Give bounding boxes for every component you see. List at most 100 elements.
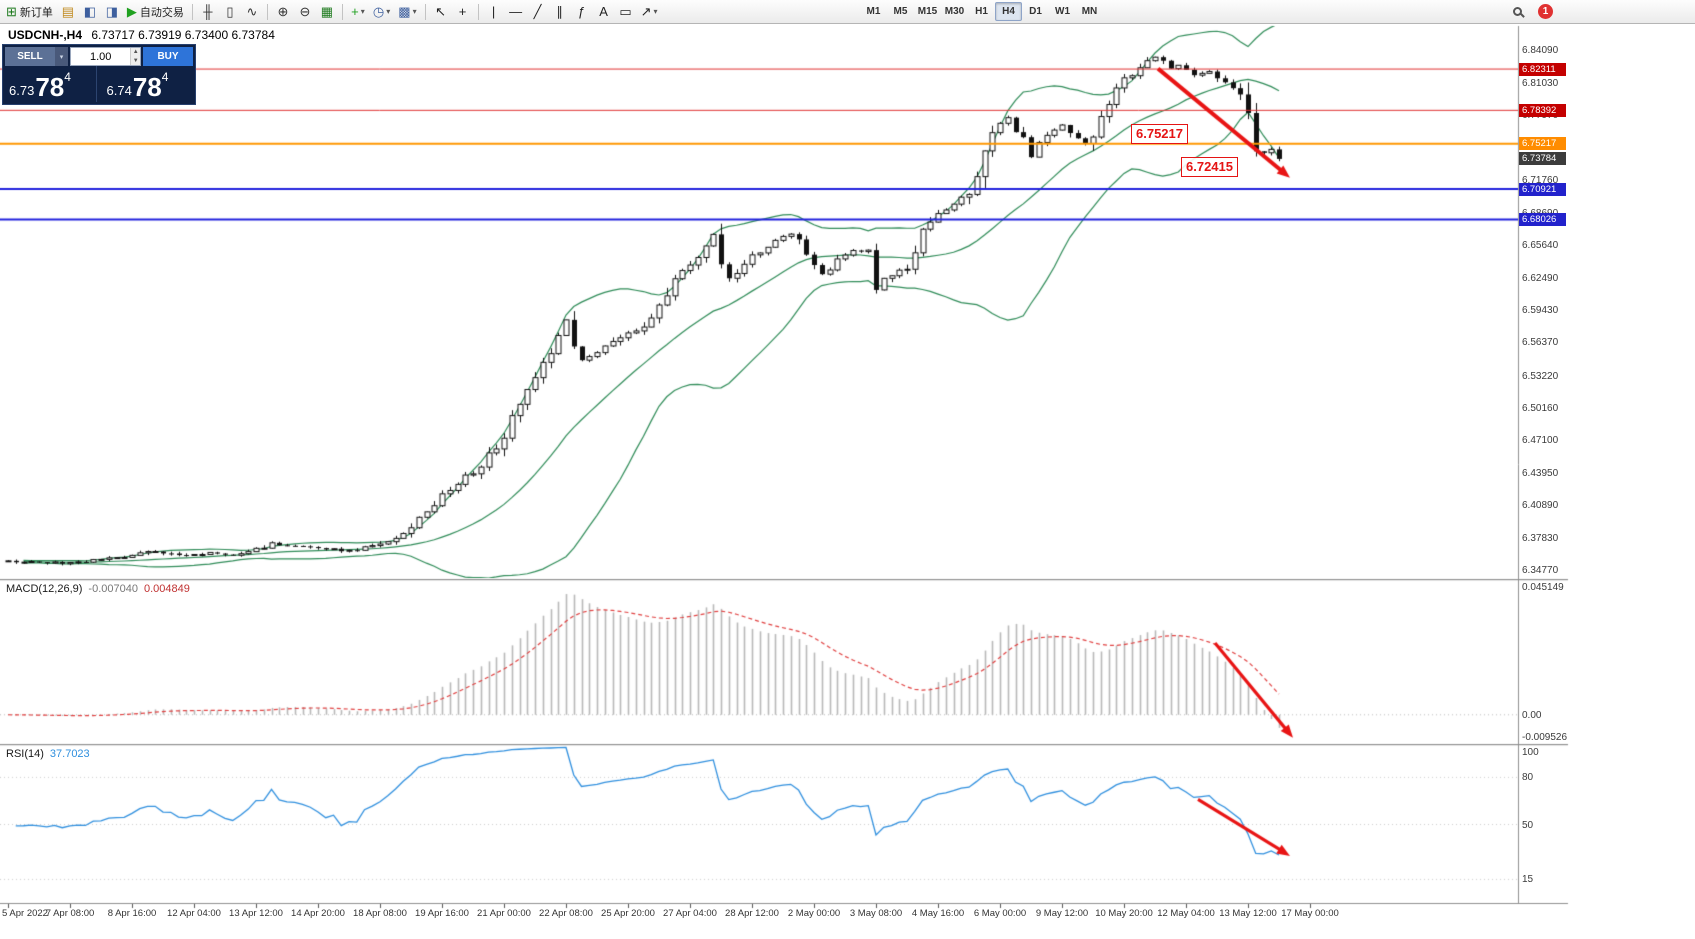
autotrading-button[interactable]: ▶ 自动交易: [123, 2, 188, 22]
price-axis-label: 6.84090: [1522, 45, 1559, 57]
timeframe-h4-button[interactable]: H4: [995, 2, 1022, 21]
macd-axis-label: 0.045149: [1522, 582, 1564, 593]
fibonacci-tool-icon: ƒ: [577, 4, 586, 19]
notification-badge[interactable]: 1: [1538, 4, 1553, 19]
price-axis-label: 6.50160: [1522, 402, 1559, 414]
price-axis-label: 6.56370: [1522, 337, 1559, 349]
price-axis-label: 6.34770: [1522, 564, 1559, 576]
horizontal-line-tool-icon: —: [509, 4, 523, 19]
period-selector-icon: ◷: [372, 4, 385, 19]
volume-up-icon[interactable]: ▲: [131, 48, 140, 57]
autotrading-icon: ▶: [126, 4, 137, 19]
time-axis-label: 13 Apr 12:00: [229, 908, 283, 919]
label-tool-icon: ▭: [619, 4, 632, 19]
buy-price-prefix: 6.74: [106, 83, 132, 98]
sell-price[interactable]: 6.73 78 4: [5, 66, 96, 102]
volume-down-icon[interactable]: ▼: [131, 56, 140, 65]
arrows-tool-button[interactable]: ↗ ▾: [637, 2, 662, 22]
label-tool-button[interactable]: ▭: [615, 2, 637, 22]
volume-input[interactable]: [71, 48, 131, 65]
zoom-in-button[interactable]: ⊕: [272, 2, 294, 22]
rsi-indicator-label: RSI(14) 37.7023: [6, 748, 90, 760]
price-annotation-box-1[interactable]: 6.75217: [1131, 123, 1188, 144]
sell-price-sup: 4: [64, 70, 71, 84]
sell-price-main: 78: [35, 72, 65, 102]
market-watch-button[interactable]: ▤: [57, 2, 79, 22]
template-selector-icon: ▩: [398, 4, 411, 19]
crosshair-tool-icon: +: [458, 4, 467, 19]
new-order-button[interactable]: ⊞ 新订单: [2, 2, 57, 22]
trendline-tool-button[interactable]: ╱: [527, 2, 549, 22]
fibonacci-tool-button[interactable]: ƒ: [571, 2, 593, 22]
price-axis-badge: 6.78392: [1519, 103, 1566, 117]
price-annotation-box-2[interactable]: 6.72415: [1181, 157, 1238, 178]
line-chart-button[interactable]: ∿: [241, 2, 263, 22]
navigator-button[interactable]: ◨: [101, 2, 123, 22]
horizontal-line-tool-button[interactable]: —: [505, 2, 527, 22]
template-selector-button[interactable]: ▩ ▾: [394, 2, 420, 22]
buy-price[interactable]: 6.74 78 4: [95, 66, 194, 102]
timeframe-m5-button[interactable]: M5: [893, 6, 908, 17]
period-selector-button[interactable]: ◷ ▾: [369, 2, 394, 22]
price-axis-badge: 6.68026: [1519, 213, 1566, 227]
timeframe-group: M1 M5 M15 M30 H1 H4 D1 W1 MN: [860, 0, 1103, 23]
price-axis-badge: 6.70921: [1519, 182, 1566, 196]
timeframe-w1-button[interactable]: W1: [1055, 6, 1070, 17]
candlestick-chart-icon: ▯: [226, 4, 234, 19]
macd-axis-label: -0.009526: [1522, 732, 1568, 743]
volume-stepper[interactable]: ▲ ▼: [130, 48, 140, 65]
rsi-value: 37.7023: [49, 748, 90, 760]
ohlc-values: 6.73717 6.73919 6.73400 6.73784: [91, 28, 275, 42]
rsi-name: RSI(14): [6, 748, 44, 760]
data-window-button[interactable]: ◧: [79, 2, 101, 22]
crosshair-tool-button[interactable]: +: [452, 2, 474, 22]
trendline-tool-icon: ╱: [533, 4, 542, 19]
price-axis-label: 6.71760: [1522, 175, 1559, 187]
buy-button[interactable]: BUY: [143, 47, 193, 66]
timeframe-m15-button[interactable]: M15: [917, 6, 938, 17]
time-axis-label: 10 May 20:00: [1095, 908, 1153, 919]
time-axis-label: 7 Apr 08:00: [45, 908, 95, 919]
trade-prices-row: 6.73 78 4 6.74 78 4: [5, 66, 193, 102]
candlestick-chart-button[interactable]: ▯: [219, 2, 241, 22]
dropdown-caret-icon: ▾: [386, 7, 391, 16]
zoom-out-button[interactable]: ⊖: [294, 2, 316, 22]
line-chart-icon: ∿: [246, 4, 258, 19]
autotrading-label: 自动交易: [139, 6, 184, 19]
new-order-icon: ⊞: [6, 4, 17, 19]
price-axis-label: 6.81030: [1522, 77, 1559, 89]
text-tool-icon: A: [599, 4, 608, 19]
timeframe-d1-button[interactable]: D1: [1029, 6, 1042, 17]
price-axis-label: 6.62490: [1522, 272, 1559, 284]
time-axis-label: 14 Apr 20:00: [291, 908, 345, 919]
timeframe-m1-button[interactable]: M1: [866, 6, 881, 17]
buy-price-main: 78: [132, 72, 162, 102]
macd-signal-value: 0.004849: [143, 583, 190, 595]
vertical-line-tool-button[interactable]: |: [483, 2, 505, 22]
search-button[interactable]: [1506, 2, 1528, 22]
sell-button[interactable]: SELL: [5, 47, 55, 66]
text-tool-button[interactable]: A: [593, 2, 615, 22]
rsi-axis-label: 50: [1522, 819, 1534, 831]
channel-tool-button[interactable]: ∥: [549, 2, 571, 22]
rsi-axis-label: 80: [1522, 772, 1534, 784]
symbol-period-label: USDCNH-,H4: [8, 28, 83, 42]
channel-tool-icon: ∥: [556, 4, 563, 19]
time-axis-label: 6 May 00:00: [973, 908, 1027, 919]
timeframe-h1-button[interactable]: H1: [975, 6, 988, 17]
sell-price-prefix: 6.73: [9, 83, 35, 98]
timeframe-mn-button[interactable]: MN: [1081, 6, 1098, 17]
tile-windows-button[interactable]: ▦: [316, 2, 338, 22]
macd-indicator-label: MACD(12,26,9) -0.007040 0.004849: [6, 583, 190, 595]
price-axis-label: 6.40890: [1522, 500, 1559, 512]
order-type-dropdown[interactable]: ▾: [55, 47, 68, 66]
add-indicator-button[interactable]: + ▾: [347, 2, 369, 22]
timeframe-m30-button[interactable]: M30: [944, 6, 965, 17]
cursor-tool-button[interactable]: ↖: [430, 2, 452, 22]
one-click-trading-panel: SELL ▾ ▲ ▼ BUY 6.73 78 4 6.74 78 4: [2, 44, 196, 105]
toolbar-separator: [266, 3, 268, 20]
time-axis-label: 9 May 12:00: [1035, 908, 1089, 919]
bar-chart-button[interactable]: ╫: [197, 2, 219, 22]
